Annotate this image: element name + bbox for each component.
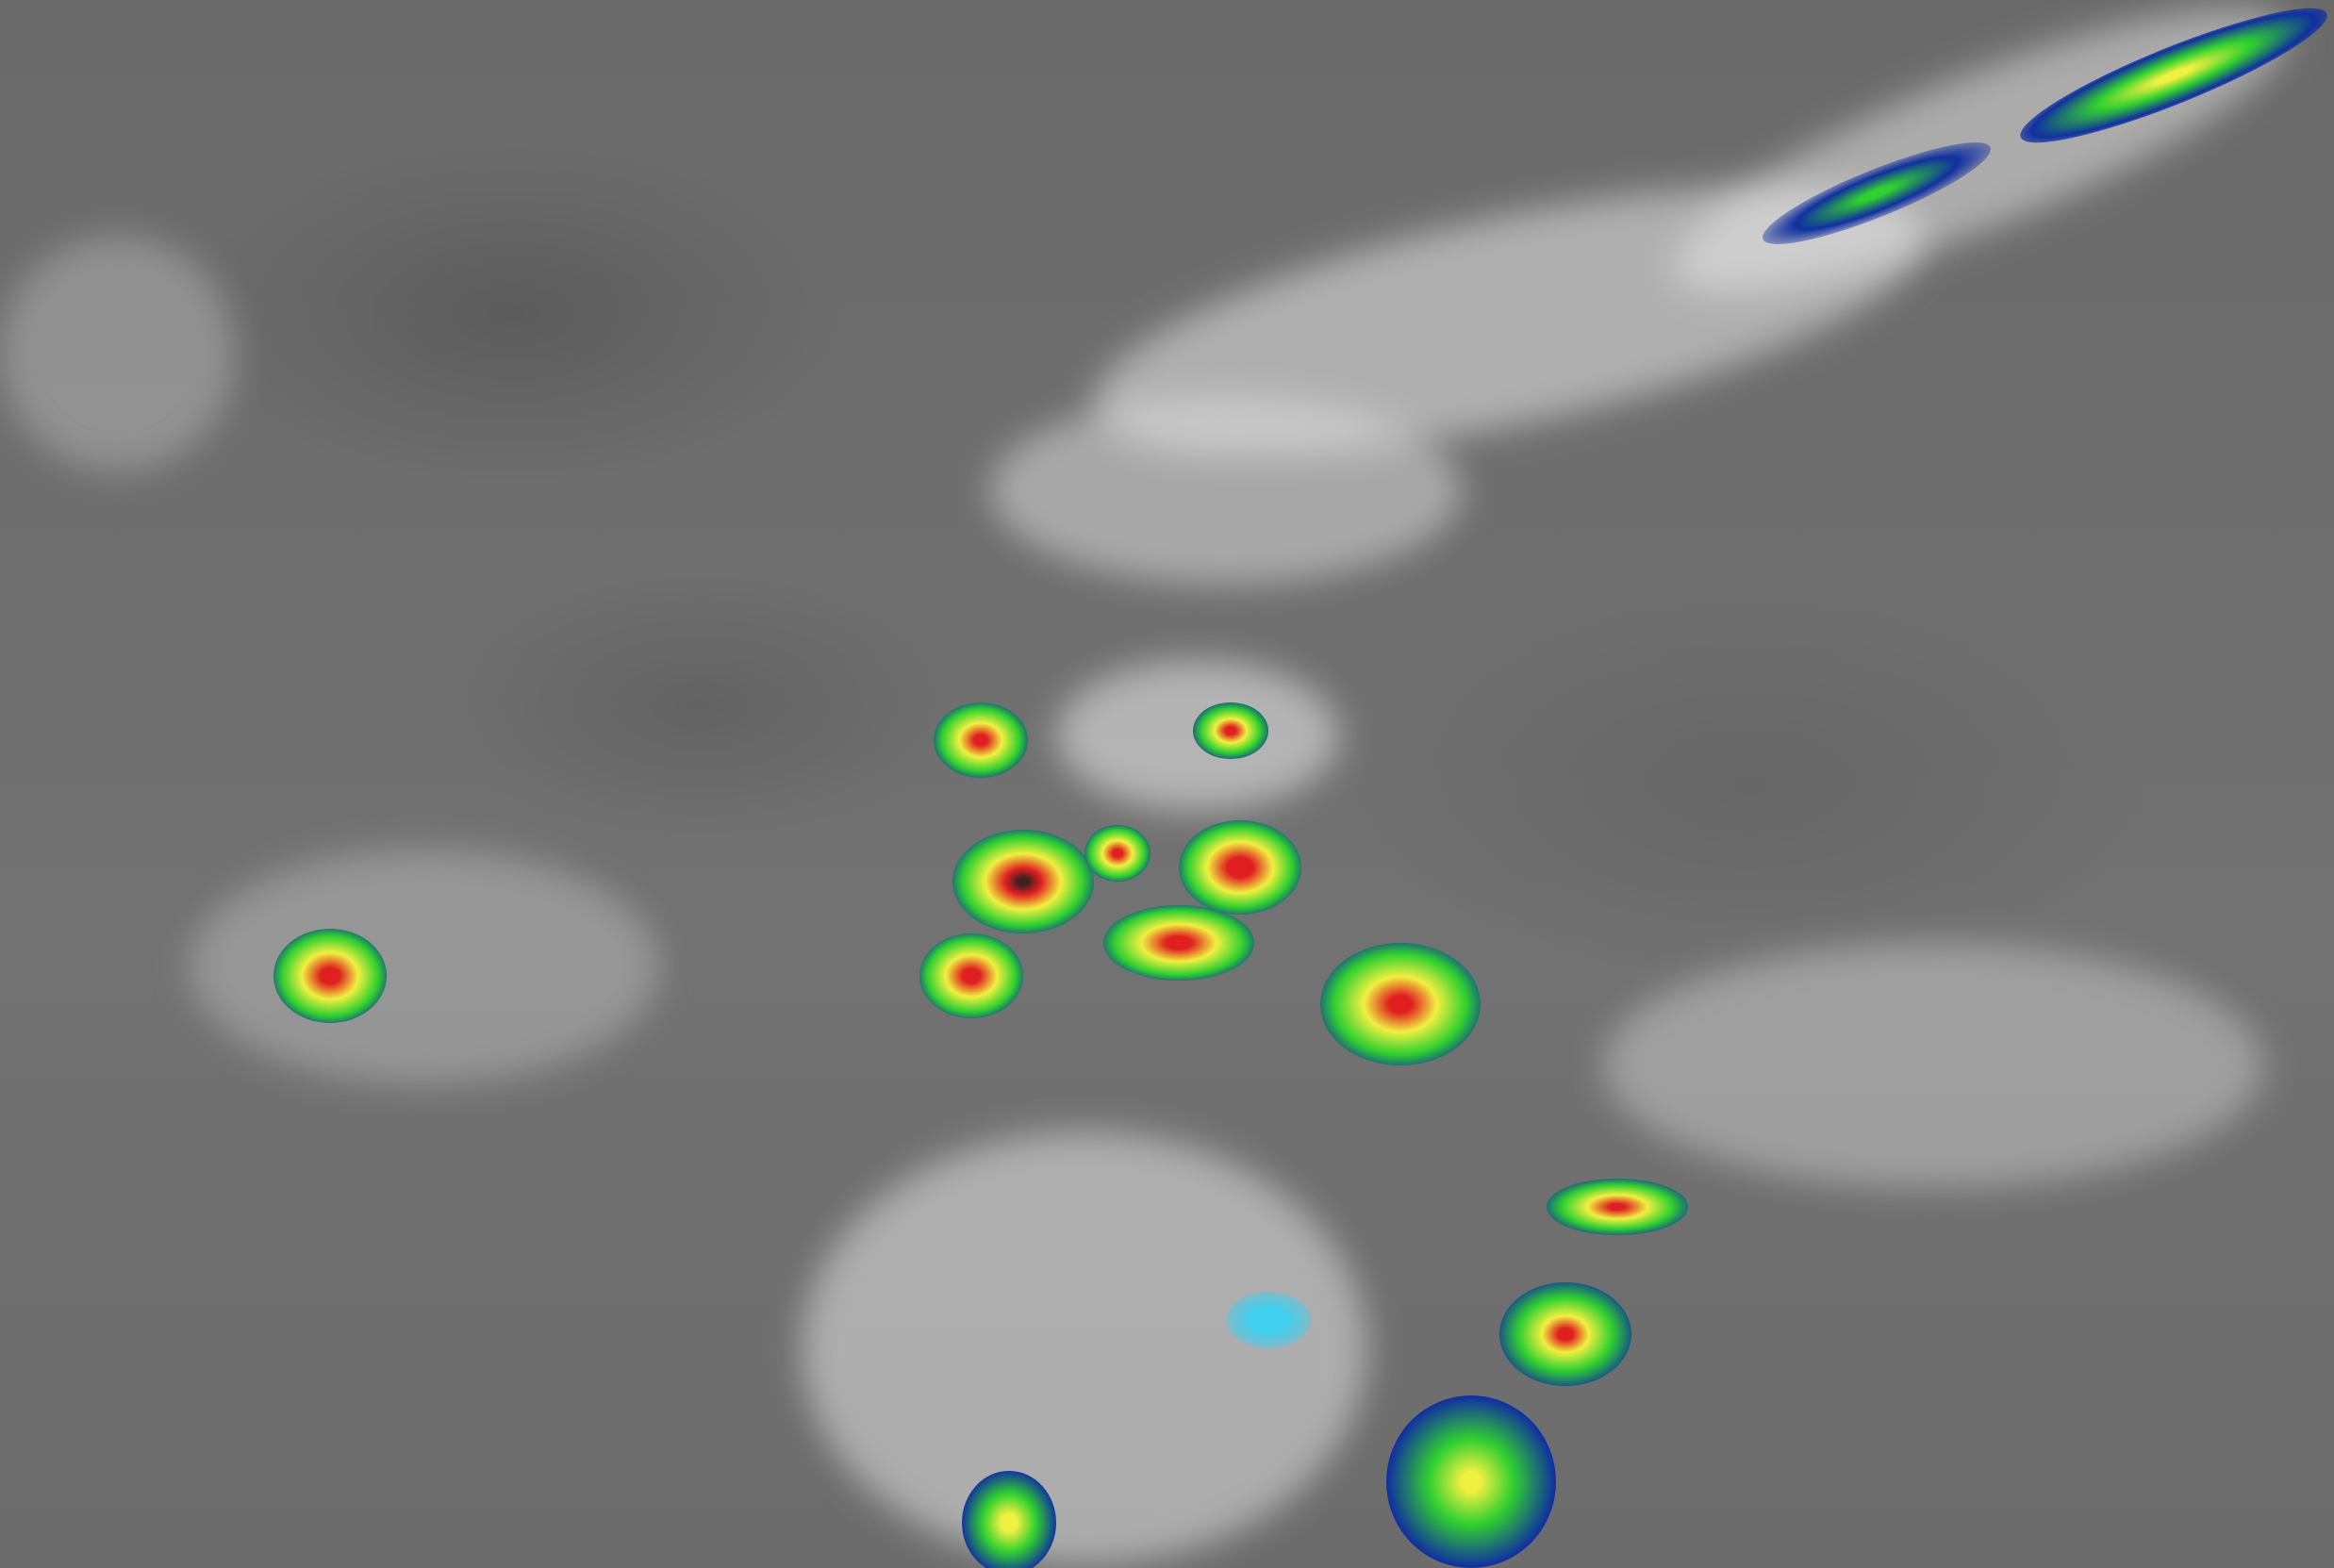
storm-cell (1226, 1292, 1311, 1348)
cloud-mass (990, 396, 1462, 585)
storm-cell (1547, 1179, 1688, 1235)
cloud-mass (0, 236, 236, 471)
storm-cell (919, 933, 1023, 1018)
storm-cell (934, 702, 1028, 778)
cloud-mass (1603, 943, 2263, 1188)
storm-cell (1193, 702, 1268, 759)
storm-cell (273, 929, 387, 1023)
storm-cell (1179, 820, 1301, 915)
storm-cell (1103, 905, 1254, 981)
cloud-mass (189, 849, 660, 1084)
storm-cell (1499, 1282, 1631, 1386)
storm-cell (1320, 943, 1481, 1065)
storm-cell (952, 830, 1094, 933)
storm-cell (962, 1471, 1056, 1568)
storm-cell (1386, 1395, 1556, 1568)
cloud-mass (802, 1131, 1367, 1565)
storm-cell (1084, 825, 1150, 882)
